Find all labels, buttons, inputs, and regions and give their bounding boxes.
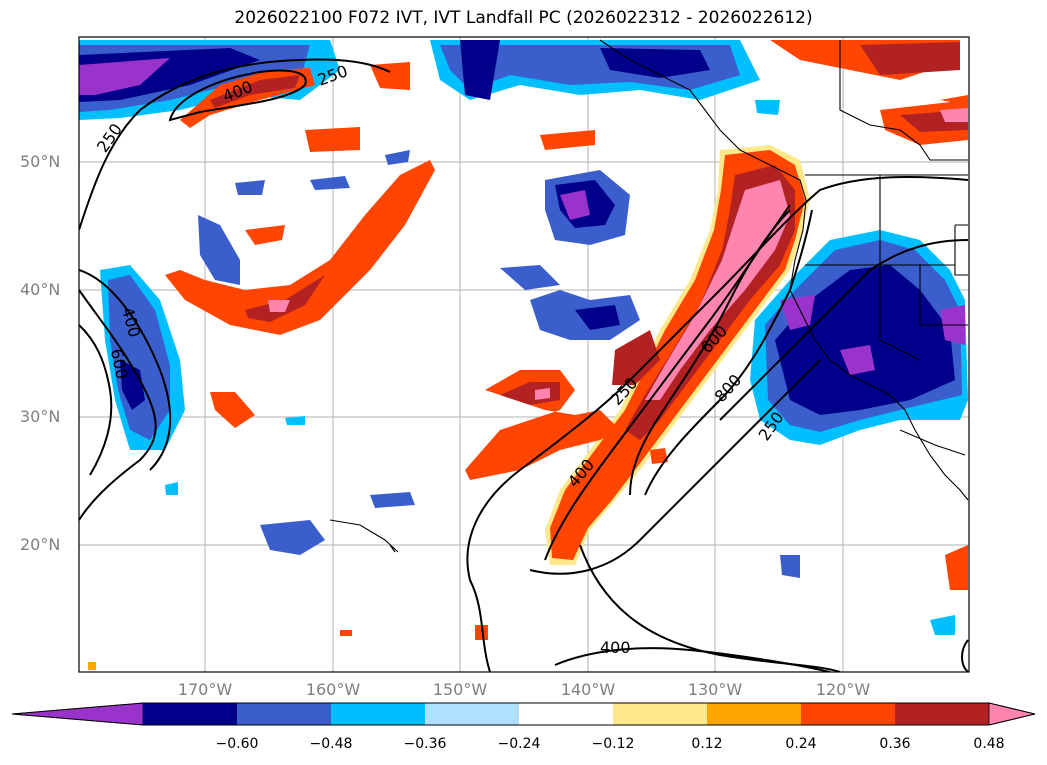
lon-label: 170°W [177,680,233,699]
negative-anomaly-regions [79,40,968,635]
colorbar-border [11,702,1036,726]
colorbar-segment [801,703,896,725]
lon-label: 140°W [560,680,616,699]
coastlines [329,39,969,553]
lat-label: 40°N [20,280,61,299]
colorbar-tick-label: 0.48 [973,736,1005,752]
lat-label: 30°N [20,407,61,426]
colorbar-tick-label: −0.48 [309,736,353,752]
lon-label: 160°W [305,680,361,699]
colorbar-tick-label: 0.12 [691,736,723,752]
colorbar-segment [613,703,708,725]
map-title: 2026022100 F072 IVT, IVT Landfall PC (20… [234,8,813,28]
colorbar-segment [519,703,614,725]
lon-label: 150°W [432,680,488,699]
lon-label: 130°W [687,680,743,699]
lat-label: 20°N [20,535,61,554]
colorbar-tick-label: −0.12 [591,736,635,752]
colorbar-extend-high [988,702,1036,726]
map-content [79,37,969,672]
colorbar-extend-low [11,702,144,726]
colorbar-segment [143,703,238,725]
colorbar-tick-label: 0.36 [879,736,911,752]
colorbar [11,702,1036,726]
positive-anomaly-regions [88,40,968,670]
colorbar-segment [237,703,332,725]
map-frame [78,36,970,673]
colorbar-segment [425,703,520,725]
colorbar-tick-label: −0.36 [403,736,447,752]
lon-label: 120°W [815,680,871,699]
colorbar-segment [707,703,802,725]
colorbar-segment [331,703,426,725]
contour-label: 400 [600,638,631,657]
colorbar-tick-label: 0.24 [785,736,817,752]
graticule [79,37,969,672]
ivt-contours [79,58,969,672]
colorbar-tick-label: −0.60 [215,736,259,752]
colorbar-tick-label: −0.24 [497,736,541,752]
lat-label: 50°N [20,152,61,171]
colorbar-segment [895,703,990,725]
